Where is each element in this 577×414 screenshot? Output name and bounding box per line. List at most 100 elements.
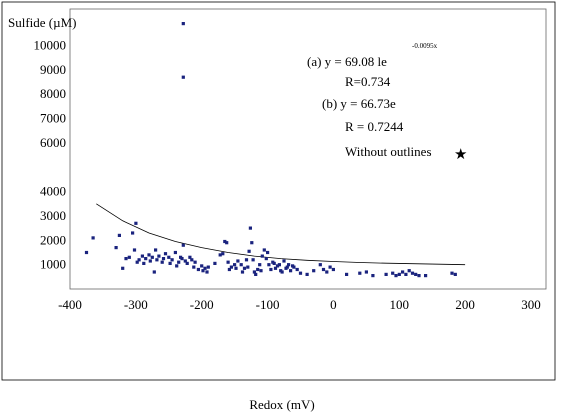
data-point <box>287 263 291 267</box>
data-point <box>282 259 286 263</box>
y-tick-label: 2000 <box>40 232 66 247</box>
data-point <box>200 264 204 268</box>
data-point <box>134 221 138 225</box>
data-point <box>168 261 172 265</box>
data-point <box>135 260 139 264</box>
data-point <box>84 250 89 255</box>
star-icon: ★ <box>454 145 467 163</box>
data-point <box>410 271 415 275</box>
data-point <box>114 246 118 250</box>
x-tick-label: -100 <box>256 297 280 312</box>
data-point <box>269 267 273 272</box>
data-point <box>266 250 270 255</box>
data-point <box>424 274 428 278</box>
data-points <box>84 22 457 278</box>
data-point <box>280 270 284 274</box>
data-point <box>289 269 293 273</box>
data-point <box>152 270 156 274</box>
data-point <box>250 241 254 245</box>
outer-border <box>1 1 556 381</box>
data-point <box>285 265 289 269</box>
data-point <box>318 263 322 267</box>
data-point <box>91 236 95 240</box>
data-point <box>233 263 237 267</box>
equation-a: (a) y = 69.08 le <box>307 54 387 69</box>
y-tick-label: 1000 <box>40 257 66 272</box>
data-point <box>160 260 164 264</box>
r-value-b: R = 0.7244 <box>345 119 404 134</box>
data-point <box>254 272 258 276</box>
data-point <box>325 270 329 274</box>
data-point <box>124 257 128 261</box>
data-point <box>236 259 240 263</box>
data-point <box>242 266 247 270</box>
data-point <box>180 257 184 261</box>
data-point <box>295 267 299 272</box>
data-point <box>173 250 177 255</box>
without-outlines-label: Without outlines <box>345 144 432 159</box>
data-point <box>144 257 148 261</box>
data-point <box>345 272 349 276</box>
data-point <box>240 270 245 274</box>
data-point <box>275 264 280 268</box>
data-point <box>391 271 395 275</box>
y-tick-label: 10000 <box>34 38 67 53</box>
data-point <box>251 258 255 262</box>
data-point <box>292 265 296 269</box>
plot-area-border <box>69 8 547 290</box>
data-point <box>181 75 185 79</box>
data-point <box>203 266 207 270</box>
data-point <box>371 274 375 278</box>
data-point <box>181 243 185 247</box>
data-point <box>205 270 209 274</box>
data-point <box>223 239 227 244</box>
data-point <box>121 266 125 270</box>
data-point <box>260 254 264 258</box>
data-point <box>117 233 121 237</box>
x-tick-label: 100 <box>390 297 410 312</box>
y-axis-title: Sulfide (µM) <box>8 15 77 30</box>
data-point <box>163 252 168 256</box>
data-point <box>404 272 408 276</box>
data-point <box>221 252 225 256</box>
data-point <box>183 259 187 263</box>
data-point <box>358 271 362 275</box>
data-point <box>247 249 251 253</box>
data-point <box>305 272 309 276</box>
r-value-a: R=0.734 <box>345 74 391 89</box>
data-point <box>190 258 194 262</box>
equation-a-exponent: -0.0095x <box>412 42 438 50</box>
data-point <box>196 267 200 272</box>
x-axis-ticks: -400 -300 -200 -100 0 100 200 300 <box>58 297 541 312</box>
data-point <box>384 272 388 276</box>
data-point <box>150 255 154 259</box>
data-point <box>227 267 231 272</box>
x-tick-label: -400 <box>58 297 82 312</box>
data-point <box>185 261 189 265</box>
data-point <box>170 258 174 262</box>
data-point <box>140 254 144 258</box>
y-tick-label: 8000 <box>40 86 66 101</box>
data-point <box>414 272 418 276</box>
data-point <box>239 263 243 267</box>
data-point <box>397 272 401 276</box>
data-point <box>298 271 303 275</box>
data-point <box>218 253 222 257</box>
y-tick-label: 4000 <box>40 184 66 199</box>
data-point <box>157 254 161 258</box>
data-point <box>401 270 405 274</box>
data-point <box>246 265 250 269</box>
data-point <box>407 269 411 273</box>
x-tick-label: -300 <box>124 297 148 312</box>
data-point <box>262 248 266 252</box>
data-point <box>132 248 137 252</box>
data-point <box>127 255 131 259</box>
data-point <box>453 272 457 276</box>
data-point <box>321 267 326 272</box>
data-point <box>154 248 158 252</box>
data-point <box>312 269 316 273</box>
x-axis-title: Redox (mV) <box>249 397 314 412</box>
fit-curve <box>96 203 466 266</box>
y-tick-label: 7000 <box>40 111 66 126</box>
y-tick-label: 3000 <box>40 208 66 223</box>
